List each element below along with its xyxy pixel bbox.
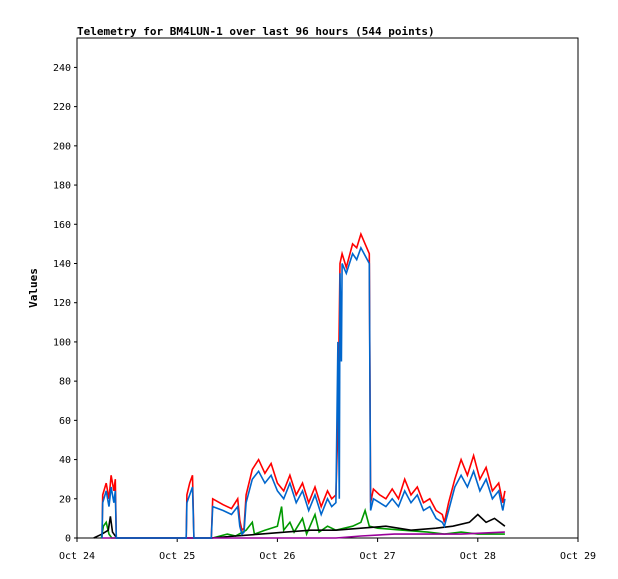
chart-title: Telemetry for BM4LUN-1 over last 96 hour…	[77, 25, 435, 38]
y-tick-label: 80	[59, 377, 71, 388]
y-axis-label: Values	[27, 268, 40, 308]
x-tick-label: Oct 26	[259, 551, 295, 562]
x-axis: Oct 24 Oct 25 Oct 26 Oct 27 Oct 28 Oct 29	[59, 538, 596, 562]
x-tick-label: Oct 29	[560, 551, 596, 562]
y-tick-label: 20	[59, 494, 71, 505]
plot-frame	[76, 37, 579, 539]
y-tick-label: 180	[53, 181, 71, 192]
series-line-4	[102, 531, 505, 539]
series-line-3	[93, 513, 506, 539]
y-tick-label: 40	[59, 455, 71, 466]
x-tick-label: Oct 28	[460, 551, 496, 562]
y-tick-label: 0	[65, 534, 71, 545]
y-tick-label: 160	[53, 220, 71, 231]
y-axis: 0 20 40 60 80 100 120 140 160 180 200 220 240	[53, 63, 77, 545]
series-line-1	[101, 245, 506, 539]
x-tick-label: Oct 24	[59, 551, 95, 562]
x-tick-label: Oct 25	[159, 551, 195, 562]
x-tick-label: Oct 27	[360, 551, 396, 562]
y-tick-label: 60	[59, 416, 71, 427]
y-tick-label: 140	[53, 259, 71, 270]
y-tick-label: 120	[53, 298, 71, 309]
y-tick-label: 220	[53, 102, 71, 113]
series-layer	[93, 231, 506, 539]
y-tick-label: 100	[53, 337, 71, 348]
series-line-2	[100, 506, 505, 539]
y-tick-label: 200	[53, 141, 71, 152]
y-tick-label: 240	[53, 63, 71, 74]
